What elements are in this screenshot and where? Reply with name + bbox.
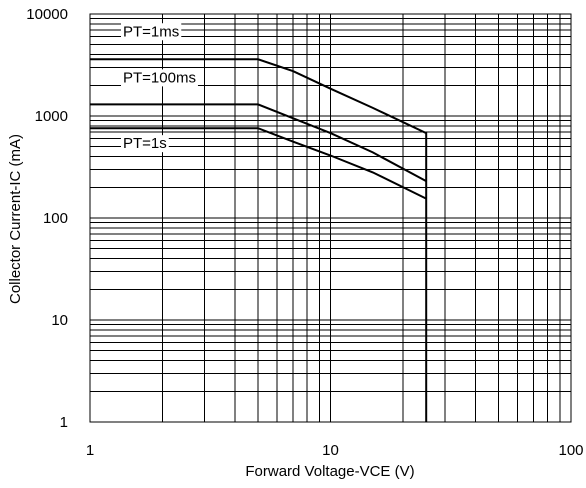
series-lines <box>90 58 428 422</box>
y-tick-label: 10 <box>51 312 68 329</box>
x-axis-label: Forward Voltage-VCE (V) <box>245 463 414 480</box>
series-line <box>90 58 428 422</box>
plot-frame <box>89 13 572 423</box>
x-tick-label: 10 <box>322 442 339 459</box>
y-tick-label: 1000 <box>35 108 68 125</box>
grid <box>90 14 571 422</box>
series-label-background <box>121 23 182 41</box>
series-line <box>90 127 427 200</box>
x-tick-labels: 1 10 100 <box>86 442 584 459</box>
y-tick-label: 100 <box>43 210 68 227</box>
series-label-background <box>121 69 198 87</box>
x-tick-label: 100 <box>558 442 583 459</box>
y-tick-label: 1 <box>60 414 68 431</box>
series-line <box>90 103 427 182</box>
series-label-background <box>121 135 169 153</box>
y-axis-label: Collector Current-IC (mA) <box>7 134 24 304</box>
series-labels: PT=1ms PT=100ms PT=1s <box>121 23 198 153</box>
y-tick-label: 10000 <box>26 6 68 23</box>
series-label: PT=1ms <box>123 23 179 40</box>
y-tick-labels: 1 10 100 1000 10000 <box>26 6 68 431</box>
series-label: PT=100ms <box>123 69 196 86</box>
series-label: PT=1s <box>123 135 167 152</box>
x-tick-label: 1 <box>86 442 94 459</box>
